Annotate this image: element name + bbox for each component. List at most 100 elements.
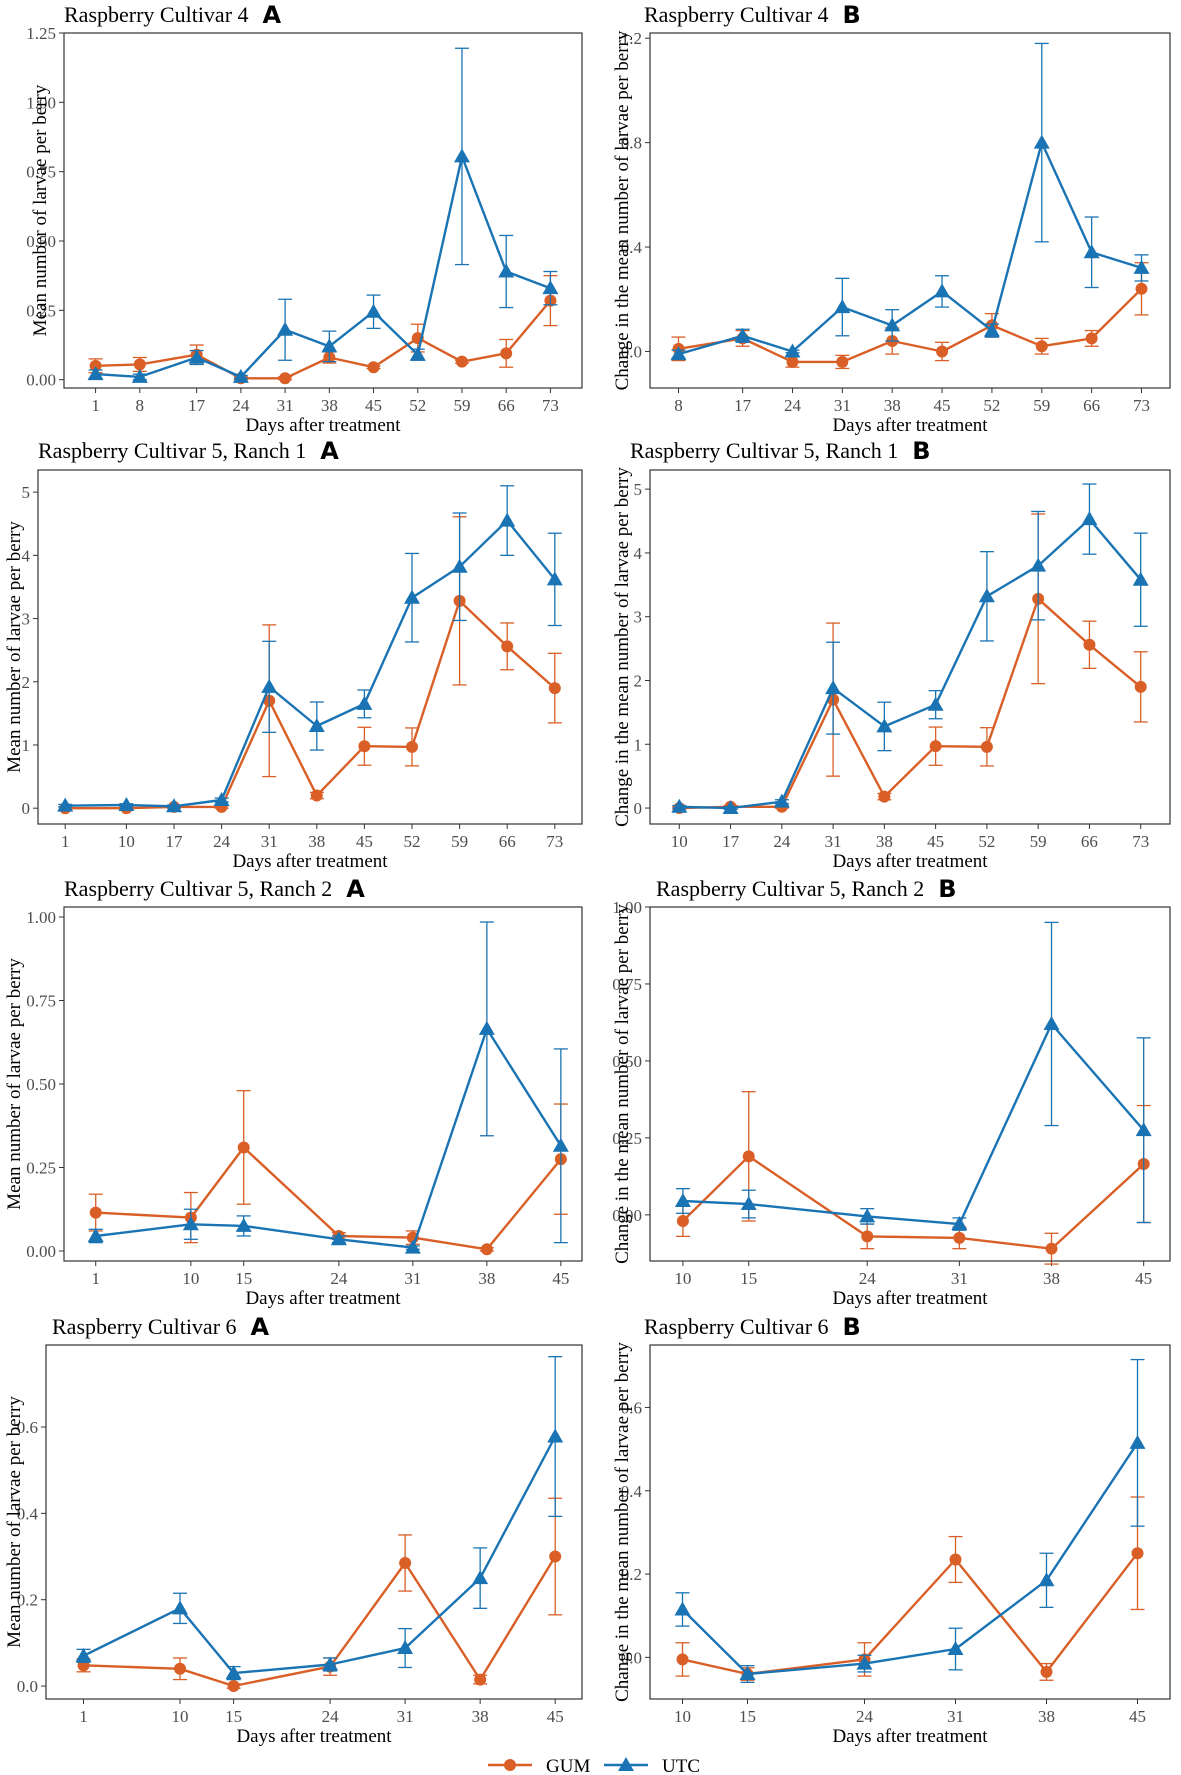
x-tick-label: 38 [472,1707,489,1726]
x-tick-label: 73 [1133,396,1150,415]
data-point-utc [131,368,148,383]
y-axis-label: Mean number of larvae per berry [30,84,51,336]
series-line [678,141,1142,356]
data-point-utc [182,1216,199,1231]
panel-title: Raspberry Cultivar 5, Ranch 2 [64,876,332,901]
data-point-gum [949,1553,962,1566]
data-point-gum [1045,1242,1058,1255]
x-tick-label: 38 [1038,1707,1055,1726]
data-point-utc [1081,511,1098,526]
data-point-gum [501,640,514,653]
x-axis-label: Days after treatment [832,415,988,436]
data-point-utc [261,678,278,693]
panel-title: Raspberry Cultivar 4 [64,2,249,27]
y-tick-label: 0.50 [26,1075,56,1094]
panel-title: Raspberry Cultivar 5, Ranch 2 [656,876,924,901]
panel-letter: B [938,875,956,903]
data-point-utc [739,1666,756,1681]
data-point-utc [322,1656,339,1671]
series-gum [88,275,558,385]
series-line [65,519,556,808]
x-tick-label: 45 [927,832,944,851]
y-tick-label: 1.25 [26,24,56,43]
x-tick-label: 45 [1135,1269,1152,1288]
y-axis-label: Mean number of larvae per berry [4,958,25,1210]
x-tick-label: 17 [722,832,740,851]
y-tick-label: 0.25 [26,1158,56,1177]
data-point-utc [166,798,182,813]
series-line [95,1027,562,1249]
chart-panel-8: Raspberry Cultivar 6 B 0.0 0.2 0.4 0.6 10 15 24 3… [612,1313,1171,1747]
y-tick-label: 0.75 [612,975,642,994]
data-point-utc [947,1641,964,1656]
y-axis-label: Change in the mean number of larvae per … [612,467,633,827]
legend-marker-gum [504,1759,516,1771]
x-tick-label: 45 [356,832,373,851]
y-axis-label: Mean number of larvae per berry [4,1396,25,1648]
data-point-utc [784,343,801,358]
panel-border [63,32,583,389]
x-tick-label: 45 [547,1707,564,1726]
data-point-gum [742,1150,755,1163]
data-point-gum [1035,340,1048,353]
series-utc [674,921,1152,1231]
data-point-utc [498,263,515,278]
x-axis-label: Days after treatment [236,1726,392,1747]
data-point-utc [983,322,1000,337]
y-tick-label: 0.6 [17,1418,38,1437]
data-point-gum [480,1243,493,1256]
y-tick-label: 0 [22,799,31,818]
data-point-utc [934,283,951,298]
x-tick-label: 24 [859,1269,877,1288]
y-tick-label: 0.2 [17,1591,38,1610]
data-point-gum [474,1673,487,1686]
data-point-gum [836,355,849,368]
data-point-utc [1038,1572,1055,1587]
panel-letter: B [843,1313,861,1341]
data-point-utc [478,1020,495,1035]
y-tick-label: 3 [634,608,643,627]
chart-panel-5: Raspberry Cultivar 5, Ranch 2 A 0.00 0.25 0.… [4,875,583,1309]
panel-letter: A [320,437,339,465]
x-tick-label: 1 [61,832,70,851]
data-point-gum [980,740,993,753]
x-tick-label: 31 [261,832,278,851]
x-tick-label: 73 [542,396,559,415]
data-point-utc [213,791,230,806]
y-tick-label: 0.2 [621,1565,642,1584]
data-point-gum [406,740,418,753]
data-point-gum [861,1230,874,1243]
data-point-utc [330,1231,347,1246]
x-tick-label: 66 [499,832,516,851]
data-point-gum [367,361,380,374]
data-point-utc [451,558,468,573]
data-point-utc [734,327,751,342]
x-tick-label: 52 [404,832,421,851]
data-point-utc [825,680,842,695]
x-tick-label: 31 [277,396,294,415]
data-point-utc [453,148,470,163]
y-tick-label: 0.0 [621,1648,642,1667]
data-point-utc [951,1216,968,1231]
panel-title: Raspberry Cultivar 6 [644,1314,829,1339]
data-point-gum [310,789,323,802]
series-line [95,1146,562,1251]
data-point-utc [404,589,420,604]
data-point-utc [235,1217,252,1232]
x-axis-label: Days after treatment [245,415,401,436]
x-tick-label: 31 [947,1707,964,1726]
series-line [682,1552,1139,1676]
data-point-gum [1134,680,1147,693]
x-tick-label: 45 [365,396,382,415]
data-point-utc [674,1192,691,1207]
data-point-utc [118,797,135,812]
data-point-gum [936,345,949,358]
series-line [95,155,551,379]
x-tick-label: 17 [166,832,184,851]
x-tick-label: 31 [404,1269,421,1288]
series-line [681,1442,1139,1676]
data-point-gum [549,1550,562,1563]
data-point-gum [786,355,799,368]
y-tick-label: 0.25 [612,1129,642,1148]
